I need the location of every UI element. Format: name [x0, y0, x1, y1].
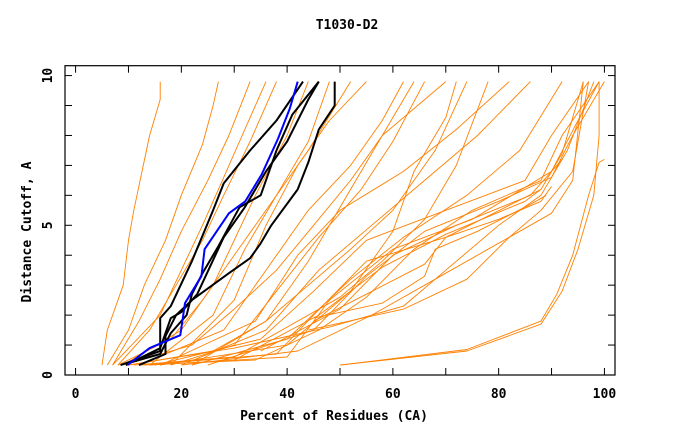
model-line-5	[123, 81, 415, 366]
model-line-27	[170, 81, 425, 366]
model-line-25	[339, 159, 605, 366]
model-line-19	[207, 81, 605, 366]
model-line-1	[106, 81, 219, 366]
model-line-11	[149, 81, 600, 366]
reference-line-3	[128, 80, 320, 364]
y-tick-label: 10	[41, 68, 56, 84]
x-tick-label: 0	[72, 387, 80, 402]
reference-line-1	[125, 81, 320, 366]
model-line-32	[191, 81, 447, 366]
model-line-9	[128, 81, 595, 366]
x-tick-label: 40	[279, 387, 295, 402]
model-line-30	[181, 81, 584, 366]
reference-line-0	[120, 81, 304, 367]
chart-title: T1030-D2	[316, 18, 379, 33]
model-line-0	[101, 81, 161, 366]
model-line-29	[112, 81, 267, 366]
model-line-17	[181, 81, 531, 366]
ticks-layer: 0 20 40 60 80 100 0 5 10	[41, 65, 617, 402]
y-axis-label: Distance Cutoff, A	[20, 161, 35, 302]
x-tick-label: 60	[385, 387, 401, 402]
x-tick-label: 100	[593, 387, 617, 402]
model-line-31	[160, 81, 457, 366]
x-tick-label: 80	[491, 387, 507, 402]
model-line-20	[233, 189, 542, 361]
highlight-line-0	[126, 81, 299, 366]
model-line-14	[138, 81, 404, 366]
model-line-21	[260, 159, 563, 352]
reference-line-2	[138, 81, 336, 367]
x-axis-label: Percent of Residues (CA)	[240, 409, 428, 424]
model-line-16	[170, 81, 367, 366]
series-layer	[101, 80, 605, 367]
model-line-26	[339, 81, 600, 366]
model-line-15	[149, 81, 330, 366]
model-line-23	[313, 194, 547, 319]
model-line-3	[117, 81, 277, 366]
model-line-6	[128, 81, 468, 366]
y-tick-label: 5	[41, 221, 56, 229]
model-line-2	[112, 81, 251, 366]
x-tick-label: 20	[174, 387, 190, 402]
model-line-8	[138, 81, 600, 366]
model-line-28	[122, 81, 309, 366]
model-line-12	[154, 81, 589, 366]
model-line-22	[313, 186, 552, 322]
model-line-13	[160, 81, 510, 366]
y-tick-label: 0	[41, 371, 56, 379]
